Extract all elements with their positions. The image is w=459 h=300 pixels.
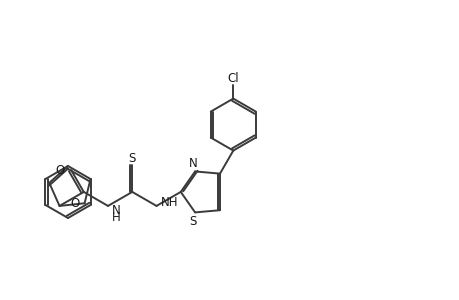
- Text: O: O: [55, 164, 64, 177]
- Text: O: O: [70, 197, 79, 210]
- Text: Cl: Cl: [227, 72, 239, 85]
- Text: S: S: [189, 215, 196, 228]
- Text: NH: NH: [160, 196, 178, 209]
- Text: N: N: [188, 157, 197, 170]
- Text: S: S: [129, 152, 136, 165]
- Text: H: H: [112, 212, 121, 224]
- Text: N: N: [112, 204, 121, 218]
